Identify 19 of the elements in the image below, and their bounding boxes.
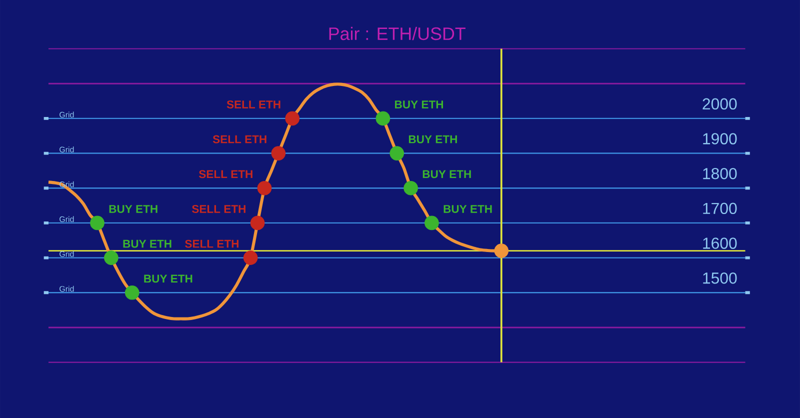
data-label: BUY ETH [123,240,172,248]
data-label: BUY ETH [422,170,471,178]
data-label: SELL ETH [226,100,280,108]
data-label: BUY ETH [444,205,492,213]
data-label: SELL ETH [198,170,252,178]
data-label: SELL ETH [212,135,266,144]
y-tick-label: 2000 [702,98,737,110]
y-tick-label: 1500 [703,272,737,284]
data-label: BUY ETH [109,205,158,213]
y-tick-label: 1900 [703,133,737,144]
data-label: BUY ETH [144,274,192,283]
data-label: SELL ETH [192,204,246,213]
chart-title: Pair : ETH/USDT [329,26,466,40]
y-tick-label: 1600 [703,238,737,249]
y-tick-label: 1800 [703,168,737,180]
data-label: BUY ETH [408,135,457,144]
data-label: SELL ETH [185,240,238,248]
data-label: BUY ETH [395,100,444,108]
y-tick-label: 1700 [703,202,737,214]
